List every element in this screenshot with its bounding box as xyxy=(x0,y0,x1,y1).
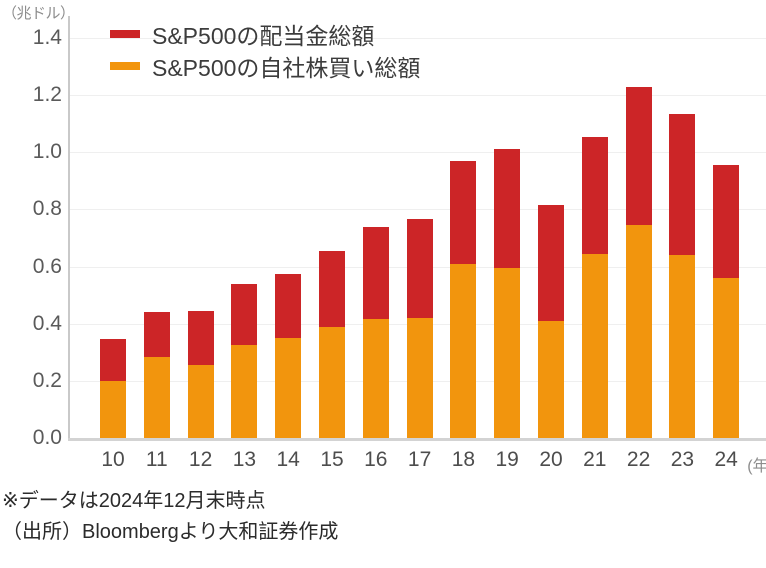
bar-24[interactable] xyxy=(713,165,740,438)
x-axis-tick-label-16: 16 xyxy=(364,448,388,471)
x-axis-tick-label-20: 20 xyxy=(539,448,563,471)
footnote-data-asof: ※データは2024年12月末時点 xyxy=(2,490,266,512)
bar-segment-buyback[interactable] xyxy=(494,268,521,438)
legend-item-dividend[interactable]: S&P500の配当金総額 xyxy=(110,18,420,50)
bar-segment-buyback[interactable] xyxy=(275,338,302,438)
x-axis-tick-label-23: 23 xyxy=(670,448,695,471)
gridline xyxy=(70,209,766,211)
bar-segment-dividend[interactable] xyxy=(494,149,521,268)
bar-segment-buyback[interactable] xyxy=(319,326,345,438)
bar-18[interactable] xyxy=(450,160,477,438)
bar-segment-dividend[interactable] xyxy=(625,86,652,226)
x-axis-tick-label-19: 19 xyxy=(495,448,519,471)
bar-segment-buyback[interactable] xyxy=(231,345,258,438)
y-axis-tick-label: 0.0 xyxy=(32,426,62,449)
bar-segment-buyback[interactable] xyxy=(669,255,696,438)
y-axis-tick-label: 0.4 xyxy=(32,311,62,335)
footnote-source: （出所）Bloombergより大和証券作成 xyxy=(2,521,339,543)
bar-segment-dividend[interactable] xyxy=(275,273,302,338)
bar-segment-buyback[interactable] xyxy=(581,253,608,438)
bar-segment-dividend[interactable] xyxy=(143,312,170,357)
bar-segment-buyback[interactable] xyxy=(713,278,740,438)
bar-segment-dividend[interactable] xyxy=(538,205,564,321)
bars-group xyxy=(68,16,766,438)
bar-segment-buyback[interactable] xyxy=(100,380,126,438)
x-axis-tick-label-13: 13 xyxy=(232,448,257,471)
bar-segment-dividend[interactable] xyxy=(100,339,126,381)
bar-segment-dividend[interactable] xyxy=(669,113,696,256)
bar-21[interactable] xyxy=(581,136,608,438)
y-axis-tick-label: 0.6 xyxy=(32,254,62,278)
plot-area xyxy=(68,16,766,441)
bar-segment-buyback[interactable] xyxy=(143,356,170,438)
bar-segment-buyback[interactable] xyxy=(406,318,433,438)
x-axis-tick-label-10: 10 xyxy=(101,448,125,471)
legend-swatch-buyback-icon xyxy=(110,62,140,70)
x-axis-tick-label-15: 15 xyxy=(320,448,344,471)
y-axis-tick-label: 0.8 xyxy=(32,197,62,221)
bar-11[interactable] xyxy=(143,312,170,438)
y-axis-tick-label: 0.2 xyxy=(32,368,62,392)
bar-14[interactable] xyxy=(275,273,302,438)
legend: S&P500の配当金総額 S&P500の自社株買い総額 xyxy=(110,18,420,82)
y-axis-tick-label: 1.4 xyxy=(32,26,62,49)
legend-label-buyback: S&P500の自社株買い総額 xyxy=(152,55,421,81)
bar-16[interactable] xyxy=(362,226,389,438)
gridline xyxy=(70,152,766,154)
x-axis-tick-label-17: 17 xyxy=(407,448,432,471)
gridline xyxy=(70,38,766,39)
bar-segment-buyback[interactable] xyxy=(187,365,214,438)
bar-segment-dividend[interactable] xyxy=(713,165,740,278)
gridline xyxy=(70,95,766,97)
bar-segment-buyback[interactable] xyxy=(625,225,652,438)
x-axis-tick-label-18: 18 xyxy=(451,448,476,471)
bar-22[interactable] xyxy=(625,86,652,438)
bar-10[interactable] xyxy=(100,339,126,438)
bar-segment-dividend[interactable] xyxy=(231,283,258,346)
x-axis-tick-label-14: 14 xyxy=(276,448,300,471)
bar-segment-dividend[interactable] xyxy=(362,226,389,320)
bar-segment-buyback[interactable] xyxy=(538,320,564,438)
x-axis-tick-label-21: 21 xyxy=(583,448,607,471)
bar-segment-dividend[interactable] xyxy=(319,250,345,327)
x-axis-tick-label-24: 24 xyxy=(714,448,738,471)
y-axis-tick-label: 1.2 xyxy=(32,83,62,107)
legend-item-buyback[interactable]: S&P500の自社株買い総額 xyxy=(110,50,420,82)
bar-12[interactable] xyxy=(187,310,214,438)
bar-segment-dividend[interactable] xyxy=(187,310,214,366)
x-axis-tick-label-11: 11 xyxy=(145,448,168,471)
bar-23[interactable] xyxy=(669,113,696,438)
bar-segment-dividend[interactable] xyxy=(581,136,608,254)
bar-segment-buyback[interactable] xyxy=(362,319,389,438)
x-axis-unit-label: (年) xyxy=(747,458,766,475)
bar-segment-dividend[interactable] xyxy=(406,219,433,318)
x-axis-tick-label-12: 12 xyxy=(188,448,213,471)
bar-19[interactable] xyxy=(494,149,521,438)
y-axis-line xyxy=(68,16,70,441)
y-axis-tick-label: 1.0 xyxy=(32,140,62,164)
x-axis-tick-label-22: 22 xyxy=(626,448,651,471)
y-axis-unit-label: （兆ドル） xyxy=(2,5,75,22)
bar-17[interactable] xyxy=(406,219,433,438)
legend-swatch-dividend-icon xyxy=(110,30,140,38)
bar-15[interactable] xyxy=(319,250,345,438)
footnotes: ※データは2024年12月末時点 （出所）Bloombergより大和証券作成 xyxy=(2,486,766,548)
bar-20[interactable] xyxy=(538,205,564,438)
legend-label-dividend: S&P500の配当金総額 xyxy=(152,23,375,49)
bar-segment-dividend[interactable] xyxy=(450,160,477,264)
x-axis-line xyxy=(68,438,766,441)
bar-segment-buyback[interactable] xyxy=(450,263,477,438)
bar-13[interactable] xyxy=(231,283,258,438)
